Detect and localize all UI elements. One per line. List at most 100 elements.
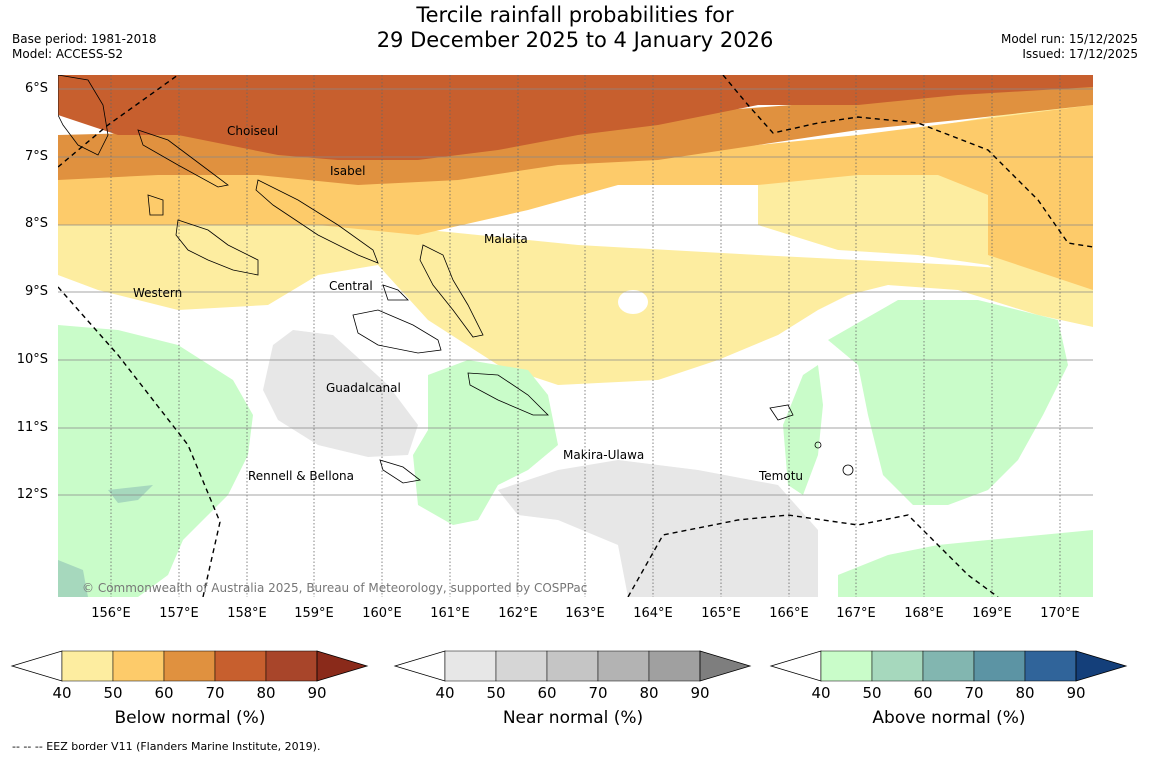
- lon-gridlines: [110, 75, 1061, 597]
- lon-label: 160°E: [362, 606, 402, 621]
- above-swatch-4: [1024, 650, 1077, 682]
- header-right: Model run: 15/12/2025 Issued: 17/12/2025: [1001, 32, 1138, 62]
- lon-label: 156°E: [91, 606, 131, 621]
- island-new-georgia: [175, 219, 259, 276]
- below-tick: 60: [154, 684, 174, 702]
- lat-label-9s: 9°S: [24, 284, 48, 299]
- island-bougainville: [58, 75, 109, 156]
- below-70-region: [58, 75, 1093, 160]
- issued-date: Issued: 17/12/2025: [1022, 47, 1138, 61]
- label-malaita: Malaita: [484, 232, 528, 246]
- island-utupua: [814, 441, 822, 449]
- above-normal-east: [828, 300, 1068, 505]
- below-tick: 90: [307, 684, 327, 702]
- lon-label: 170°E: [1040, 606, 1080, 621]
- island-isabel: [255, 179, 379, 264]
- island-malaita: [419, 244, 484, 338]
- near-normal-label: Near normal (%): [502, 708, 644, 728]
- near-tick: 60: [537, 684, 557, 702]
- map-svg: [58, 75, 1093, 597]
- near-swatch-3: [597, 650, 650, 682]
- lon-label: 169°E: [972, 606, 1012, 621]
- lon-label: 161°E: [430, 606, 470, 621]
- island-makira: [467, 372, 549, 416]
- page-title: Tercile rainfall probabilities for 29 De…: [0, 3, 1150, 53]
- lon-label: 157°E: [159, 606, 199, 621]
- above-normal-label: Above normal (%): [872, 708, 1026, 728]
- lon-label: 168°E: [904, 606, 944, 621]
- coastlines: [58, 75, 854, 484]
- below-tick: 50: [103, 684, 123, 702]
- header-left: Base period: 1981-2018 Model: ACCESS-S2: [12, 32, 157, 62]
- lon-label: 162°E: [498, 606, 538, 621]
- lat-label-8s: 8°S: [24, 216, 48, 231]
- below-50-region: [58, 105, 1093, 290]
- lat-label-10s: 10°S: [16, 352, 48, 367]
- island-rennell: [379, 459, 421, 484]
- above-swatch-1: [871, 650, 924, 682]
- above-tick: 80: [1015, 684, 1035, 702]
- below-swatch-4: [265, 650, 318, 682]
- colorbars-svg: [10, 650, 1128, 682]
- label-temotu: Temotu: [759, 469, 804, 483]
- near-tick: 80: [639, 684, 659, 702]
- above-swatch-0: [820, 650, 873, 682]
- lat-label-6s: 6°S: [24, 81, 48, 96]
- island-vanikoro: [842, 464, 854, 476]
- lon-label: 164°E: [633, 606, 673, 621]
- white-hole: [618, 290, 648, 314]
- eez-borders: [58, 75, 1093, 597]
- below-tick: 40: [52, 684, 72, 702]
- near-normal-guadalcanal: [263, 330, 418, 457]
- below-swatch-2: [163, 650, 216, 682]
- near-tick: 50: [486, 684, 506, 702]
- model-name: Model: ACCESS-S2: [12, 47, 124, 61]
- lat-label-11s: 11°S: [16, 420, 48, 435]
- map-area: Choiseul Isabel Malaita Western Central …: [58, 75, 1093, 597]
- above-normal-southeast: [838, 530, 1093, 597]
- above-swatch-2: [922, 650, 975, 682]
- above-tick: 40: [811, 684, 831, 702]
- near-tick: 70: [588, 684, 608, 702]
- island-choiseul: [137, 129, 229, 188]
- above-50-patch-2: [58, 560, 88, 597]
- near-swatch-1: [495, 650, 548, 682]
- above-normal-west: [58, 325, 253, 597]
- near-normal-makira: [498, 460, 818, 597]
- island-guadalcanal: [352, 309, 442, 354]
- below-swatch-0: [61, 650, 114, 682]
- above-50-patch-1: [108, 485, 153, 503]
- near-swatch-5: [699, 650, 752, 682]
- near-swatch-4: [648, 650, 701, 682]
- label-western: Western: [133, 286, 183, 300]
- island-vella: [147, 194, 164, 216]
- label-guadalcanal: Guadalcanal: [326, 381, 401, 395]
- lon-label: 159°E: [294, 606, 334, 621]
- below-swatch-3: [214, 650, 267, 682]
- colorbar-near: [393, 650, 752, 682]
- lon-label: 163°E: [565, 606, 605, 621]
- near-swatch-2: [546, 650, 599, 682]
- label-central: Central: [329, 279, 373, 293]
- below-tick: 80: [256, 684, 276, 702]
- copyright-note: © Commonwealth of Australia 2025, Bureau…: [82, 581, 588, 595]
- title-line-1: Tercile rainfall probabilities for: [416, 3, 734, 27]
- below-swatch-5: [316, 650, 369, 682]
- lat-label-7s: 7°S: [24, 149, 48, 164]
- above-swatch-5: [1075, 650, 1128, 682]
- above-tick: 70: [964, 684, 984, 702]
- label-isabel: Isabel: [330, 164, 366, 178]
- island-florida: [382, 284, 409, 301]
- below-swatch-1: [112, 650, 165, 682]
- above-tick: 90: [1066, 684, 1086, 702]
- base-period: Base period: 1981-2018: [12, 32, 157, 46]
- label-makira: Makira-Ulawa: [563, 448, 645, 462]
- below-40-region: [58, 215, 1093, 385]
- title-line-2: 29 December 2025 to 4 January 2026: [376, 28, 774, 52]
- lon-label: 166°E: [769, 606, 809, 621]
- island-santa-cruz: [769, 404, 794, 421]
- model-run: Model run: 15/12/2025: [1000, 32, 1138, 46]
- below-normal-label: Below normal (%): [114, 708, 266, 728]
- above-swatch-3: [973, 650, 1026, 682]
- near-swatch-0: [444, 650, 497, 682]
